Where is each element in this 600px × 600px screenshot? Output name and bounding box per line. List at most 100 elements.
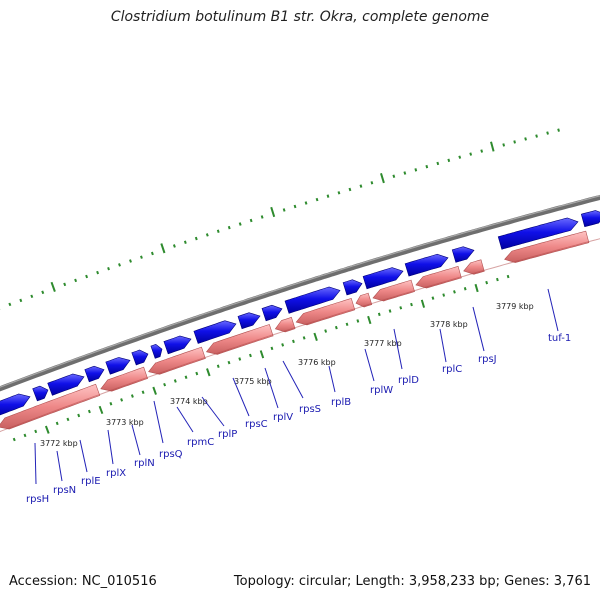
inner-tick [34,429,38,434]
outer-tick [85,274,89,279]
leader-line [364,348,375,382]
forward-gene-arrow-3 [84,365,105,383]
gene-label-rplE: rplE [81,476,101,487]
inner-tick [87,409,91,414]
inner-tick [227,360,231,365]
forward-gene-arrow-11 [284,286,341,314]
gene-label-rplC: rplC [442,364,462,375]
leader-line [131,424,141,456]
outer-tick [260,215,264,219]
outer-tick [107,266,110,271]
outer-tick [458,155,462,159]
inner-tick [141,390,145,395]
forward-gene-arrow-4 [105,357,131,375]
forward-strand-genes [0,210,600,416]
outer-tick [469,152,473,156]
outer-tick [183,240,187,244]
inner-tick [367,315,372,325]
forward-gene-arrow-5 [131,349,149,366]
outer-tick [513,140,516,144]
reverse-gene-block-8 [415,266,462,289]
inner-tick [270,346,274,351]
outer-tick [403,171,407,175]
outer-tick [205,233,209,237]
inner-tick [259,350,265,359]
inner-tick [313,332,318,342]
inner-tick [238,357,242,361]
outer-tick [326,194,330,198]
inner-tick [388,309,392,313]
gene-label-rplW: rplW [370,385,393,396]
inner-tick [130,394,134,398]
forward-gene-arrow-9 [237,312,261,330]
scale-label: 3773 kbp [106,418,144,427]
forward-gene-arrow-8 [193,320,237,344]
inner-tick [195,371,199,376]
reverse-gene-block-6 [355,292,373,308]
outer-tick [392,174,396,178]
leader-line [153,400,164,444]
forward-gene-arrow-6 [150,343,163,359]
inner-tick [420,299,426,308]
forward-gene-arrow-17 [580,210,600,228]
outer-tick [238,222,242,226]
backbone-line [0,194,600,392]
outer-tick [380,173,385,184]
outer-tick [436,161,440,166]
outer-tick [447,158,451,163]
outer-tick [41,290,45,295]
leader-line [393,328,403,370]
reverse-gene-block-4 [274,316,296,333]
outer-tick-ring [0,128,560,310]
leader-line [34,442,37,485]
reverse-gene-block-5 [295,298,356,326]
inner-tick [377,312,381,317]
map-title: Clostridium botulinum B1 str. Okra, comp… [110,9,490,25]
inner-tick [345,322,349,327]
scale-label: 3778 kbp [430,320,468,329]
forward-gene-arrow-13 [362,267,404,290]
inner-tick [55,421,59,426]
gene-labels: rpsH rpsN rplE rplX rplN rpsQ rpmC rplP rpsC rplV… [26,288,571,505]
inner-tick [120,398,124,402]
outer-tick [480,149,484,153]
outer-tick [425,164,429,169]
outer-tick [63,282,67,287]
reverse-gene-block-9 [463,259,485,275]
inner-tick [496,277,499,282]
gene-label-rpsC: rpsC [245,419,268,430]
leader-line [232,377,250,417]
gene-label-rplP: rplP [218,429,237,440]
leader-line [472,306,485,352]
inner-tick [399,306,403,310]
scale-labels: 3772 kbp 3773 kbp 3774 kbp 3775 kbp 3776 kbp… [40,302,534,448]
forward-gene-arrow-15 [451,246,475,263]
inner-tick [410,302,413,307]
forward-gene-arrow-12 [342,279,363,296]
outer-tick [194,236,198,241]
inner-tick-ring [12,274,510,442]
scale-label: 3775 kbp [234,377,272,386]
outer-tick [74,278,78,283]
outer-tick [150,251,154,256]
reverse-gene-block-2 [148,346,206,375]
outer-tick [216,229,220,233]
outer-tick [96,270,100,275]
outer-tick [359,184,363,188]
gene-label-rpmC: rpmC [187,437,214,448]
gene-label-rplB: rplB [331,397,351,408]
accession-text: Accession: NC_010516 [9,574,157,589]
genome-backbone [0,194,600,392]
reverse-gene-block-1 [100,366,148,392]
reverse-gene-block-0 [0,383,101,430]
scale-label: 3777 kbp [364,339,402,348]
gene-label-rplV: rplV [273,412,293,423]
outer-tick [129,259,132,263]
inner-tick [44,425,50,434]
inner-tick [334,325,338,330]
leader-line [282,360,304,399]
outer-tick [118,263,121,267]
inner-tick [506,274,510,279]
scale-label: 3779 kbp [496,302,534,311]
